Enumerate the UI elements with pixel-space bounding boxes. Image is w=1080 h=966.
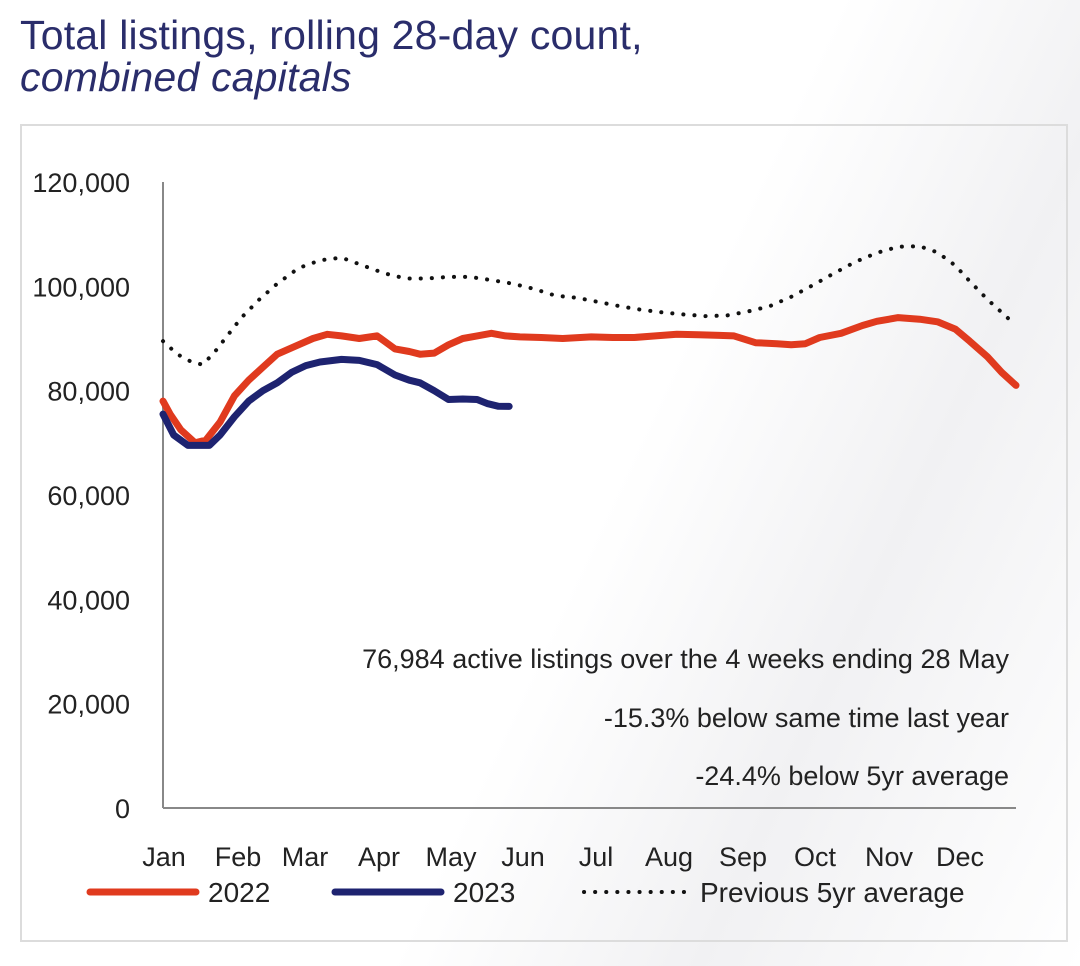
annotations: 76,984 active listings over the 4 weeks … (362, 644, 1009, 791)
x-tick-label: Oct (794, 842, 837, 872)
x-tick-label: Jun (501, 842, 545, 872)
y-tick-label: 0 (115, 794, 130, 824)
chart-title: Total listings, rolling 28-day count, co… (20, 14, 643, 98)
x-tick-label: Feb (215, 842, 262, 872)
y-tick-label: 40,000 (47, 585, 130, 615)
annotation-text: -24.4% below 5yr average (695, 761, 1009, 791)
y-tick-label: 100,000 (32, 272, 130, 302)
series-lines (159, 244, 1020, 449)
series-line-2022 (159, 314, 1020, 447)
series-line-2023 (159, 355, 513, 449)
legend-label: 2022 (208, 877, 270, 908)
chart-title-line2: combined capitals (20, 54, 352, 100)
y-tick-labels: 0 20,000 40,000 60,000 80,000 100,000 120,000 (32, 168, 130, 824)
annotation-text: -15.3% below same time last year (604, 703, 1009, 733)
legend-label: Previous 5yr average (700, 877, 965, 908)
x-tick-label: May (425, 842, 477, 872)
y-tick-label: 80,000 (47, 377, 130, 407)
axes (162, 182, 1016, 809)
x-tick-label: Nov (865, 842, 914, 872)
x-tick-label: Jan (142, 842, 186, 872)
y-tick-label: 120,000 (32, 168, 130, 198)
y-tick-label: 20,000 (47, 690, 130, 720)
series-line-previous-5yr-average (161, 244, 1018, 367)
x-tick-label: Sep (719, 842, 767, 872)
legend: 2022 2023 Previous 5yr average (86, 877, 965, 908)
y-tick-label: 60,000 (47, 481, 130, 511)
legend-label: 2023 (453, 877, 515, 908)
x-tick-label: Apr (358, 842, 400, 872)
x-tick-labels: Jan Feb Mar Apr May Jun Jul Aug Sep Oct Nov Dec (142, 842, 984, 872)
x-tick-label: Dec (936, 842, 984, 872)
annotation-text: 76,984 active listings over the 4 weeks … (362, 644, 1009, 674)
x-tick-label: Jul (579, 842, 614, 872)
chart-panel (20, 124, 1068, 942)
x-tick-label: Mar (282, 842, 329, 872)
chart-title-line1: Total listings, rolling 28-day count, (20, 12, 643, 58)
x-tick-label: Aug (645, 842, 693, 872)
